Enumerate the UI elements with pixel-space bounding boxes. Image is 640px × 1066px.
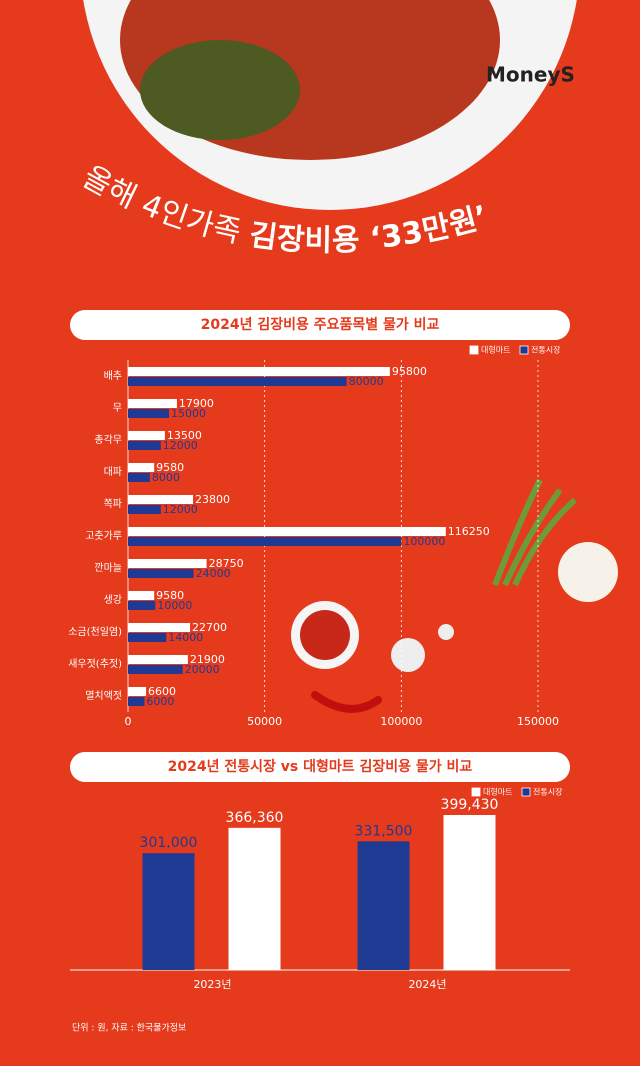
legend-swatch — [519, 345, 529, 355]
decorations — [291, 478, 618, 713]
legend-swatch — [521, 787, 531, 797]
x-tick-label: 0 — [125, 715, 132, 728]
value-label: 20000 — [185, 663, 220, 676]
y-tick-label: 쪽파 — [104, 498, 122, 510]
bar — [128, 377, 347, 386]
garlic-clove — [438, 624, 454, 640]
x-tick-label: 100000 — [380, 715, 422, 728]
bar — [128, 409, 169, 418]
bar — [128, 495, 194, 504]
legend-label: 전통시장 — [531, 345, 561, 355]
y-tick-label: 소금(천일염) — [68, 626, 122, 638]
salt-bowl — [558, 542, 618, 602]
chili — [311, 691, 382, 713]
value-label: 6000 — [146, 695, 174, 708]
panel-title-bar — [70, 752, 570, 782]
x-tick-label: 50000 — [247, 715, 282, 728]
value-label: 331,500 — [355, 823, 413, 839]
y-tick-label: 멸치액젓 — [85, 690, 122, 702]
bar — [128, 527, 446, 536]
bar — [128, 463, 155, 472]
bar — [128, 441, 161, 450]
chart-title: 2024년 전통시장 vs 대형마트 김장비용 물가 비교 — [168, 758, 473, 775]
legend-swatch — [469, 345, 479, 355]
bar — [128, 591, 155, 600]
chives — [492, 478, 577, 587]
bar — [128, 655, 188, 664]
bar — [128, 601, 156, 610]
bar — [128, 623, 191, 632]
bar — [128, 473, 150, 482]
x-tick-label: 2024년 — [408, 978, 446, 991]
y-tick-label: 새우젓(추젓) — [68, 658, 122, 670]
value-label: 8000 — [152, 471, 180, 484]
value-label: 13500 — [167, 429, 202, 442]
value-label: 100000 — [403, 535, 445, 548]
bar — [128, 399, 177, 408]
value-label: 116250 — [448, 525, 490, 538]
source: 단위 : 원, 자료 : 한국물가정보 — [72, 1023, 186, 1034]
bar — [228, 827, 281, 970]
y-tick-label: 배추 — [104, 370, 122, 382]
legend-label: 대형마트 — [481, 346, 510, 355]
bar — [128, 697, 145, 706]
value-label: 9580 — [156, 589, 184, 602]
bar — [128, 537, 402, 546]
value-label: 17900 — [179, 397, 214, 410]
value-label: 10000 — [157, 599, 192, 612]
legend-swatch — [471, 787, 481, 797]
value-label: 12000 — [163, 503, 198, 516]
bar — [128, 665, 183, 674]
value-label: 399,430 — [441, 797, 499, 813]
value-label: 95800 — [392, 365, 427, 378]
bar — [128, 505, 161, 514]
y-tick-label: 무 — [113, 403, 122, 414]
bar — [128, 559, 207, 568]
logo: MoneyS — [486, 63, 575, 87]
value-label: 22700 — [192, 621, 227, 634]
value-label: 12000 — [163, 439, 198, 452]
kimchi-leaves — [140, 40, 300, 140]
legend-label: 대형마트 — [483, 788, 512, 797]
bar — [128, 687, 147, 696]
value-label: 28750 — [209, 557, 244, 570]
value-label: 23800 — [195, 493, 230, 506]
value-label: 366,360 — [226, 810, 284, 826]
garlic — [391, 638, 425, 672]
y-tick-label: 고춧가루 — [85, 530, 122, 542]
y-tick-label: 총각무 — [94, 434, 122, 446]
value-label: 9580 — [156, 461, 184, 474]
bar — [142, 853, 195, 970]
panel-title-bar — [70, 310, 570, 340]
value-label: 24000 — [196, 567, 231, 580]
value-label: 80000 — [349, 375, 384, 388]
y-tick-label: 생강 — [104, 594, 122, 606]
value-label: 14000 — [168, 631, 203, 644]
chart-title: 2024년 김장비용 주요품목별 물가 비교 — [201, 316, 440, 333]
bar — [443, 815, 496, 970]
y-tick-label: 깐마늘 — [94, 562, 122, 574]
x-tick-label: 150000 — [517, 715, 559, 728]
bar — [357, 841, 410, 970]
chili-powder — [300, 610, 350, 660]
value-label: 21900 — [190, 653, 225, 666]
bar — [128, 569, 194, 578]
value-label: 15000 — [171, 407, 206, 420]
bar — [128, 367, 390, 376]
value-label: 301,000 — [140, 835, 198, 851]
legend-label: 전통시장 — [533, 787, 563, 797]
y-tick-label: 대파 — [104, 466, 122, 478]
bar — [128, 431, 165, 440]
x-tick-label: 2023년 — [193, 978, 231, 991]
value-label: 6600 — [148, 685, 176, 698]
bar — [128, 633, 167, 642]
